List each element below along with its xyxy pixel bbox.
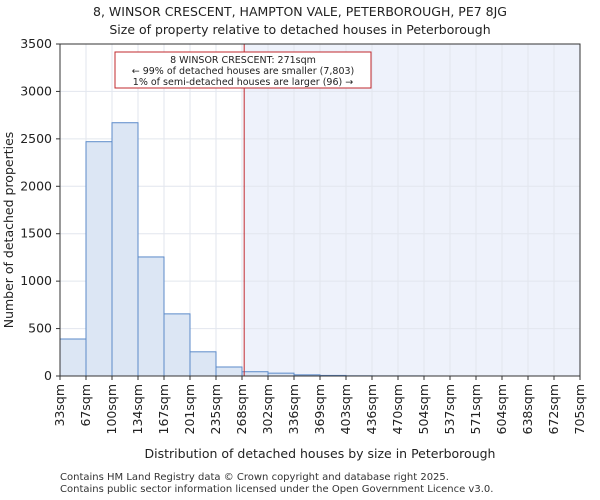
x-tick-label: 167sqm [156,384,171,434]
chart-subtitle: Size of property relative to detached ho… [109,22,491,37]
histogram-bar [85,141,113,377]
x-tick-label: 67sqm [78,384,93,427]
footer-copyright: Contains HM Land Registry data © Crown c… [60,472,449,483]
x-tick-label: 33sqm [52,384,67,427]
x-tick-label: 100sqm [104,384,119,434]
x-tick-label: 403sqm [338,384,353,434]
y-tick-label: 3000 [20,83,52,98]
y-tick-label: 3500 [20,36,52,51]
y-tick-label: 2000 [20,178,52,193]
x-tick-label: 134sqm [130,384,145,434]
y-axis-label: Number of detached properties [1,132,16,329]
x-tick-label: 672sqm [546,384,561,434]
y-tick-label: 500 [28,321,52,336]
x-tick-label: 302sqm [260,384,275,434]
x-tick-label: 436sqm [364,384,379,434]
x-tick-label: 235sqm [208,384,223,434]
annotation-title: 8 WINSOR CRESCENT: 271sqm [170,55,316,66]
y-tick-label: 1500 [20,226,52,241]
x-tick-label: 336sqm [286,384,301,434]
x-axis-label: Distribution of detached houses by size … [145,446,496,461]
footer-licence: Contains public sector information licen… [60,484,494,495]
x-tick-label: 705sqm [572,384,587,434]
histogram-bar [137,256,165,377]
x-tick-label: 268sqm [234,384,249,434]
x-tick-label: 638sqm [520,384,535,434]
y-tick-label: 1000 [20,273,52,288]
histogram-bar [163,313,191,377]
histogram-bar [189,351,217,377]
x-tick-label: 571sqm [468,384,483,434]
x-tick-label: 604sqm [494,384,509,434]
x-tick-label: 504sqm [416,384,431,434]
histogram-bar [215,366,243,377]
annotation-larger: 1% of semi-detached houses are larger (9… [133,77,353,88]
y-tick-label: 2500 [20,131,52,146]
x-tick-label: 201sqm [182,384,197,434]
chart-title: 8, WINSOR CRESCENT, HAMPTON VALE, PETERB… [93,4,507,19]
x-tick-label: 369sqm [312,384,327,434]
highlight-region [244,44,580,376]
histogram-bar [111,122,139,377]
y-tick-label: 0 [44,368,52,383]
annotation-smaller: ← 99% of detached houses are smaller (7,… [132,66,355,77]
x-tick-label: 470sqm [390,384,405,434]
annotation-box [114,51,372,89]
histogram-bar [59,338,87,377]
x-tick-label: 537sqm [442,384,457,434]
histogram-bar [241,371,269,377]
